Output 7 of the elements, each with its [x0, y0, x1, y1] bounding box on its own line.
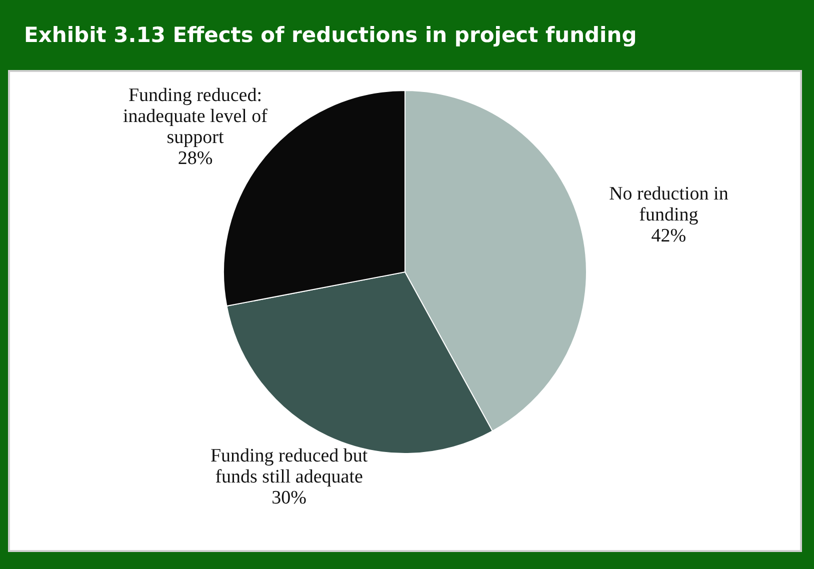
slice-label: Funding reduced but funds still adequate: [210, 445, 368, 488]
data-label: 28%: [178, 148, 213, 169]
slice-label: Funding reduced: inadequate level of support: [122, 84, 268, 148]
slice-label: No reduction in funding: [609, 184, 729, 226]
data-label: 42%: [651, 226, 686, 247]
data-label: 30%: [272, 487, 307, 508]
chart-title: Exhibit 3.13 Effects of reductions in project funding: [23, 22, 638, 49]
